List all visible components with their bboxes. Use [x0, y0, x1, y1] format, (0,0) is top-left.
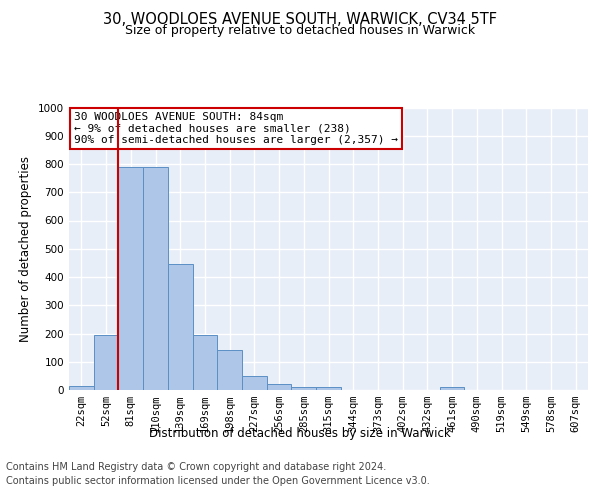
- Text: 30, WOODLOES AVENUE SOUTH, WARWICK, CV34 5TF: 30, WOODLOES AVENUE SOUTH, WARWICK, CV34…: [103, 12, 497, 28]
- Bar: [242, 376, 267, 390]
- Bar: [267, 384, 292, 390]
- Bar: [94, 335, 118, 390]
- Text: Distribution of detached houses by size in Warwick: Distribution of detached houses by size …: [149, 428, 451, 440]
- Bar: [193, 335, 217, 390]
- Bar: [440, 387, 464, 390]
- Bar: [292, 387, 316, 390]
- Text: 30 WOODLOES AVENUE SOUTH: 84sqm
← 9% of detached houses are smaller (238)
90% of: 30 WOODLOES AVENUE SOUTH: 84sqm ← 9% of …: [74, 112, 398, 145]
- Bar: [69, 386, 94, 390]
- Text: Contains HM Land Registry data © Crown copyright and database right 2024.: Contains HM Land Registry data © Crown c…: [6, 462, 386, 472]
- Bar: [316, 387, 341, 390]
- Bar: [168, 264, 193, 390]
- Text: Size of property relative to detached houses in Warwick: Size of property relative to detached ho…: [125, 24, 475, 37]
- Y-axis label: Number of detached properties: Number of detached properties: [19, 156, 32, 342]
- Bar: [143, 167, 168, 390]
- Text: Contains public sector information licensed under the Open Government Licence v3: Contains public sector information licen…: [6, 476, 430, 486]
- Bar: [118, 167, 143, 390]
- Bar: [217, 350, 242, 390]
